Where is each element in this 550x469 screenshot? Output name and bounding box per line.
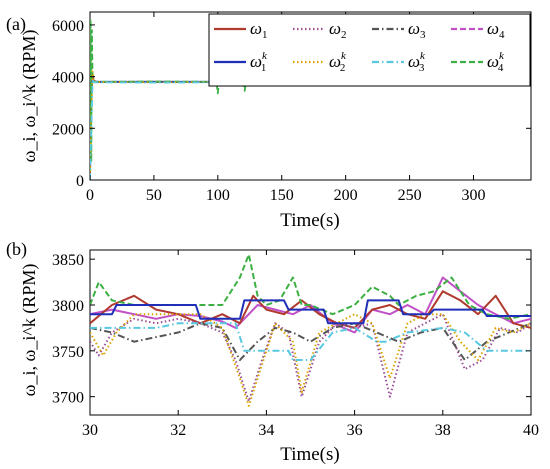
panel-a-y-axis-label: ω_i, ω_i^k (RPM) — [19, 30, 40, 163]
panel-a-series-line — [90, 78, 523, 180]
panel-b-series-line — [90, 299, 531, 325]
panel-b-series-line — [90, 290, 531, 329]
panel-b-y-ticks: 3700 3750 3800 3850 — [52, 252, 531, 407]
legend: ω1 ω2 ω3 ω4 ωk 1 ωk 2 ωk 3 ωk 4 — [208, 13, 531, 87]
panel-b-x-tick-label: 30 — [82, 422, 98, 439]
panel-b-y-tick-label: 3750 — [52, 344, 84, 361]
panel-b-series-line — [90, 313, 531, 407]
legend-entry-label: ωk 4 — [487, 50, 505, 74]
panel-b-x-axis-label: Time(s) — [280, 444, 339, 465]
legend-entry-label: ω2 — [329, 19, 347, 41]
legend-entry-label: ωk 3 — [408, 50, 426, 74]
panel-a-x-tick-label: 150 — [270, 187, 294, 204]
panel-a-x-tick-label: 50 — [146, 187, 162, 204]
legend-box — [208, 13, 531, 87]
panel-b-x-tick-label: 38 — [435, 422, 451, 439]
panel-b-series-layer — [90, 253, 531, 407]
panel-a-x-axis-label: Time(s) — [280, 210, 339, 231]
panel-b-series-line — [90, 322, 531, 361]
panel-a-x-tick-label: 200 — [334, 187, 358, 204]
panel-a-series-line — [90, 73, 523, 180]
panel-b-label: (b) — [6, 239, 27, 260]
panel-a-y-tick-label: 6000 — [52, 18, 84, 35]
panel-b-y-tick-label: 3800 — [52, 298, 84, 315]
panel-a-x-tick-label: 300 — [461, 187, 485, 204]
legend-entry-label: ωk 2 — [329, 50, 347, 74]
panel-b-y-axis-label: ω_i, ω_i^k (RPM) — [19, 264, 40, 397]
legend-entry-label: ω3 — [408, 19, 426, 41]
legend-entry-label: ω4 — [487, 19, 505, 41]
panel-b-y-tick-label: 3700 — [52, 390, 84, 407]
panel-a-series-line — [90, 70, 523, 180]
legend-entry-label: ωk 1 — [250, 50, 268, 74]
panel-b-series-line — [90, 322, 531, 361]
legend-entry-label: ω1 — [250, 19, 268, 41]
panel-a-y-tick-label: 0 — [76, 173, 84, 190]
panel-a-y-tick-label: 4000 — [52, 70, 84, 87]
panel-a-x-tick-label: 100 — [206, 187, 230, 204]
panel-b-x-tick-label: 40 — [523, 422, 539, 439]
panel-b-x-tick-label: 34 — [258, 422, 274, 439]
panel-b-x-tick-label: 36 — [347, 422, 363, 439]
panel-b: (b) 30 32 34 36 38 40 3700 3750 3800 3850 Time(s… — [6, 239, 539, 465]
panel-a-x-ticks: 0 50 100 150 200 250 300 — [86, 12, 485, 204]
panel-a-x-tick-label: 250 — [398, 187, 422, 204]
panel-a: (a) 0 50 100 150 200 250 300 0 2000 4000 6000 Tim… — [6, 11, 532, 231]
panel-b-x-tick-label: 32 — [170, 422, 186, 439]
panel-a-x-tick-label: 0 — [86, 187, 94, 204]
panel-b-x-ticks: 30 32 34 36 38 40 — [82, 250, 539, 439]
panel-b-series-line — [90, 313, 531, 403]
panel-a-y-tick-label: 2000 — [52, 121, 84, 138]
panel-a-label: (a) — [6, 14, 26, 35]
panel-b-y-tick-label: 3850 — [52, 252, 84, 269]
